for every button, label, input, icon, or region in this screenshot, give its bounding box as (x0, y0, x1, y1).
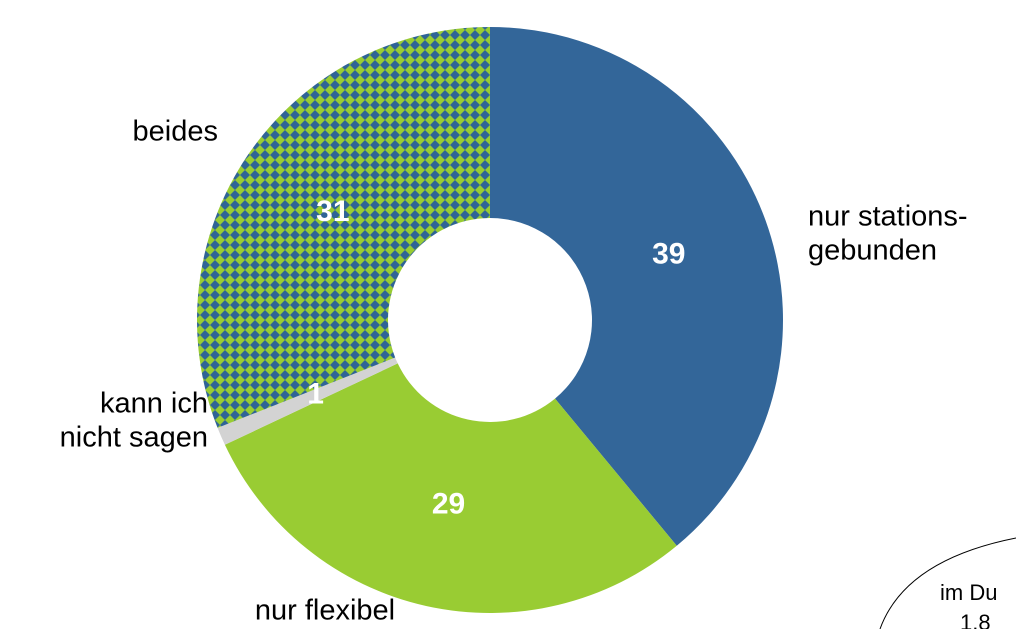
slice (490, 27, 783, 546)
category-label: kann ich (100, 388, 208, 420)
category-label: nur flexibel (255, 595, 395, 627)
annotation-text: 1,8 (960, 610, 991, 629)
annotation-text: im Du (940, 580, 997, 605)
value-label: 31 (316, 195, 349, 228)
category-label: gebunden (808, 235, 937, 267)
slices (197, 27, 783, 613)
annotation-outline (879, 537, 1016, 629)
slice (217, 357, 398, 445)
category-label: beides (133, 116, 218, 148)
value-label: 39 (652, 238, 685, 271)
category-label: nicht sagen (60, 422, 208, 454)
slice (197, 27, 491, 428)
slice (224, 363, 677, 613)
value-label: 1 (307, 377, 324, 410)
labels: 39 nur stations-gebunden 29 nur flexibel 1 ka… (60, 116, 968, 627)
category-label: nur stations- (808, 201, 968, 233)
value-label: 29 (432, 487, 465, 520)
